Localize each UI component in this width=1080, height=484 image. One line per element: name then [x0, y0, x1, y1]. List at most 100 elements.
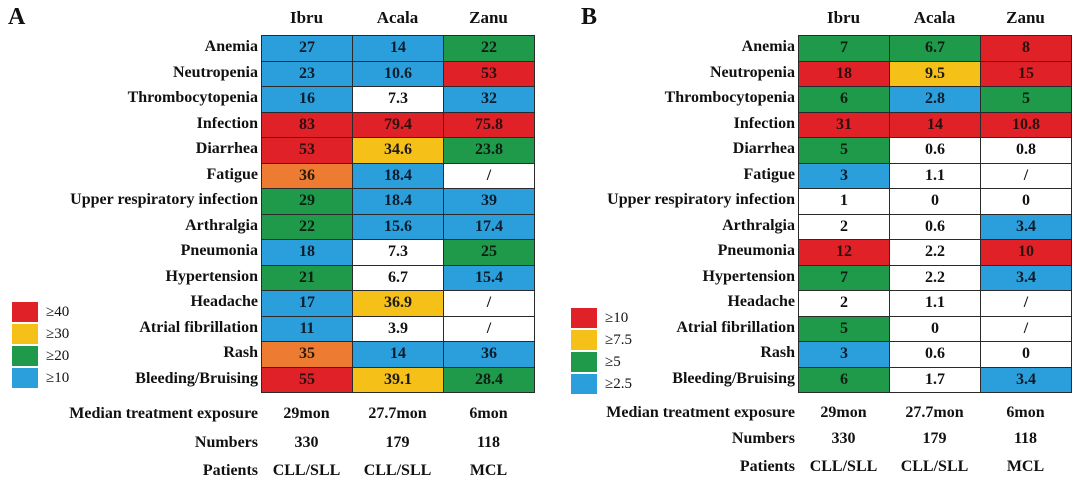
heatmap-cell: 21 [261, 264, 353, 291]
heatmap-cell: 18.4 [352, 162, 444, 189]
heatmap-cell: 16 [261, 86, 353, 113]
legend-swatch-blue [12, 368, 38, 388]
row-label: Headache [190, 293, 258, 310]
heatmap-cell: / [980, 290, 1072, 317]
heatmap-cell: 28.4 [443, 366, 535, 393]
legend-label: ≥30 [46, 326, 70, 342]
heatmap-cell: 25 [443, 239, 535, 266]
row-label: Infection [733, 114, 795, 132]
heatmap-cell: 0.6 [889, 341, 981, 368]
heatmap-cell: 79.4 [352, 111, 444, 138]
heatmap-cell: 75.8 [443, 111, 535, 138]
footer-value: 27.7mon [905, 404, 964, 421]
heatmap-cell: 18 [261, 239, 353, 266]
heatmap-cell: 1 [798, 188, 890, 215]
heatmap-cell: 6.7 [352, 264, 444, 291]
heatmap-cell: 10 [980, 239, 1072, 266]
heatmap-cell: / [443, 315, 535, 342]
heatmap-cell: 0.6 [889, 137, 981, 164]
heatmap-cell: 83 [261, 111, 353, 138]
heatmap-cell: 0 [980, 341, 1072, 368]
panel-a: A Ibru Acala Zanu Anemia 27 14 22 Neutropenia 23… [8, 4, 535, 479]
heatmap-cell: 9.5 [889, 60, 981, 87]
heatmap-cell: 35 [261, 341, 353, 368]
footer-label: Median treatment exposure [606, 404, 795, 421]
heatmap-cell: 17 [261, 290, 353, 317]
legend-label: ≥40 [46, 304, 70, 320]
footer-value: 330 [831, 430, 856, 447]
heatmap-cell: 0.8 [980, 137, 1072, 164]
row-label: Thrombocytopenia [127, 89, 258, 106]
row-label: Arthralgia [185, 216, 258, 234]
heatmap-cell: / [980, 162, 1072, 189]
legend-swatch-yellow [571, 330, 597, 350]
panel-b-label: B [581, 4, 598, 30]
footer-value: CLL/SLL [363, 462, 432, 479]
column-header-acala: Acala [913, 8, 956, 27]
heatmap-cell: 39.1 [352, 366, 444, 393]
footer-value: MCL [1006, 458, 1045, 475]
row-label: Infection [196, 114, 258, 132]
heatmap-cell: 15.6 [352, 213, 444, 240]
heatmap-cell: 23 [261, 60, 353, 87]
heatmap-cell: 2.8 [889, 86, 981, 113]
footer-value: 330 [294, 434, 319, 451]
heatmap-cell: 7.3 [352, 239, 444, 266]
heatmap-cell: 36 [443, 341, 535, 368]
heatmap-cell: / [443, 290, 535, 317]
heatmap-cell: 29 [261, 188, 353, 215]
heatmap-cell: 3 [798, 341, 890, 368]
heatmap-cell: 18 [798, 60, 890, 87]
heatmap-cell: 1.1 [889, 290, 981, 317]
panel-a-label: A [8, 4, 26, 30]
footer-value: 29mon [283, 405, 330, 422]
row-label: Hypertension [165, 267, 258, 285]
row-label: Fatigue [206, 165, 258, 183]
heatmap-cell: 31 [798, 111, 890, 138]
heatmap-cell: 53 [261, 137, 353, 164]
heatmap-cell: 0 [889, 188, 981, 215]
heatmap-cell: 0 [889, 315, 981, 342]
heatmap-cell: 11 [261, 315, 353, 342]
heatmap-cell: / [443, 162, 535, 189]
row-label: Anemia [741, 38, 795, 55]
heatmap-cell: 53 [443, 60, 535, 87]
heatmap-cell: 2 [798, 213, 890, 240]
heatmap-cell: 0.6 [889, 213, 981, 240]
heatmap-cell: 2.2 [889, 264, 981, 291]
legend-label: ≥5 [605, 354, 621, 370]
row-label: Hypertension [702, 267, 795, 285]
footer-label: Median treatment exposure [69, 405, 258, 422]
legend-swatch-yellow [12, 324, 38, 344]
heatmap-cell: 34.6 [352, 137, 444, 164]
row-label: Diarrhea [195, 140, 258, 157]
column-header-zanu: Zanu [469, 8, 508, 27]
heatmap-cell: 1.1 [889, 162, 981, 189]
row-label: Anemia [204, 38, 258, 55]
footer-label: Numbers [194, 434, 258, 451]
heatmap-cell: 15 [980, 60, 1072, 87]
legend-swatch-red [571, 308, 597, 328]
legend-label: ≥10 [605, 310, 629, 326]
column-header-zanu: Zanu [1006, 8, 1045, 27]
heatmap-cell: 3 [798, 162, 890, 189]
footer-value: CLL/SLL [272, 462, 341, 479]
heatmap-cell: 32 [443, 86, 535, 113]
row-label: Pneumonia [717, 242, 795, 259]
heatmap-cell: 18.4 [352, 188, 444, 215]
heatmap-cell: 15.4 [443, 264, 535, 291]
footer-value: CLL/SLL [900, 458, 969, 475]
legend-label: ≥20 [46, 348, 70, 364]
heatmap-cell: 6.7 [889, 35, 981, 62]
row-label: Headache [727, 293, 795, 310]
row-label: Upper respiratory infection [607, 191, 795, 208]
footer-value: 118 [476, 434, 501, 451]
footer-value: MCL [469, 462, 508, 479]
heatmap-cell: 7 [798, 35, 890, 62]
row-label: Bleeding/Bruising [672, 369, 795, 387]
heatmap-cell: 14 [352, 341, 444, 368]
column-header-ibru: Ibru [289, 8, 324, 27]
legend-label: ≥10 [46, 370, 70, 386]
row-label: Rash [760, 344, 795, 361]
heatmap-cell: 14 [889, 111, 981, 138]
